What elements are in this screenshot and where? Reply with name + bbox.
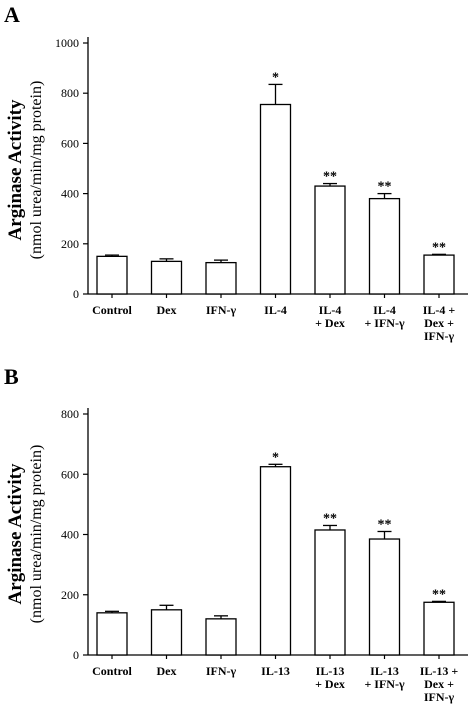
significance-marker: *: [272, 70, 279, 85]
x-tick-label: IFN-γ: [206, 664, 237, 678]
bar: [205, 261, 237, 295]
significance-marker: **: [432, 240, 446, 255]
y-tick-label: 400: [61, 528, 79, 542]
bar: [259, 103, 292, 295]
panel-letter: A: [4, 2, 20, 27]
x-tick-label: IL-13 +: [420, 664, 459, 678]
x-tick-label: IL-4: [319, 303, 342, 317]
y-tick-label: 400: [61, 187, 79, 201]
y-tick-label: 200: [61, 237, 79, 251]
y-axis-label: Arginase Activity: [5, 99, 26, 240]
x-tick-label: IFN-γ: [206, 303, 237, 317]
y-tick-label: 600: [61, 467, 79, 481]
x-tick-label: Dex: [157, 303, 177, 317]
x-tick-label: + Dex: [315, 316, 345, 330]
bar: [314, 185, 346, 295]
x-tick-label: + IFN-γ: [364, 677, 405, 691]
significance-marker: **: [323, 170, 337, 185]
bar: [259, 466, 292, 656]
y-axis-unit-label: (nmol urea/min/mg protein): [28, 81, 45, 260]
bar: [423, 254, 455, 295]
x-tick-label: Control: [92, 303, 132, 317]
bar: [150, 260, 183, 295]
bar: [96, 255, 128, 295]
significance-marker: **: [378, 517, 392, 532]
x-tick-label: Dex: [157, 664, 177, 678]
y-axis-label: Arginase Activity: [5, 463, 26, 604]
x-tick-label: IFN-γ: [424, 690, 455, 704]
y-tick-label: 800: [61, 86, 79, 100]
bar: [205, 618, 237, 656]
y-tick-label: 0: [73, 648, 79, 662]
y-tick-label: 200: [61, 588, 79, 602]
x-tick-label: Control: [92, 664, 132, 678]
panel-letter: B: [4, 364, 19, 389]
x-tick-label: + IFN-γ: [364, 316, 405, 330]
x-tick-label: IL-4: [264, 303, 287, 317]
x-tick-label: IL-4: [373, 303, 396, 317]
significance-marker: **: [378, 180, 392, 195]
bar: [368, 197, 401, 295]
bar: [368, 538, 401, 656]
x-tick-label: IL-13: [261, 664, 290, 678]
x-tick-label: Dex +: [424, 316, 454, 330]
bar: [96, 612, 128, 656]
y-tick-label: 800: [61, 407, 79, 421]
significance-marker: *: [272, 450, 279, 465]
y-tick-label: 1000: [55, 36, 79, 50]
y-tick-label: 600: [61, 136, 79, 150]
x-tick-label: IL-13: [316, 664, 345, 678]
significance-marker: **: [323, 511, 337, 526]
x-tick-label: Dex +: [424, 677, 454, 691]
x-tick-label: IFN-γ: [424, 329, 455, 343]
x-tick-label: + Dex: [315, 677, 345, 691]
x-tick-label: IL-13: [370, 664, 399, 678]
bar: [314, 529, 346, 656]
significance-marker: **: [432, 587, 446, 602]
y-tick-label: 0: [73, 287, 79, 301]
bar: [423, 601, 455, 656]
x-tick-label: IL-4 +: [423, 303, 456, 317]
bar: [150, 609, 183, 656]
y-axis-unit-label: (nmol urea/min/mg protein): [28, 445, 45, 624]
